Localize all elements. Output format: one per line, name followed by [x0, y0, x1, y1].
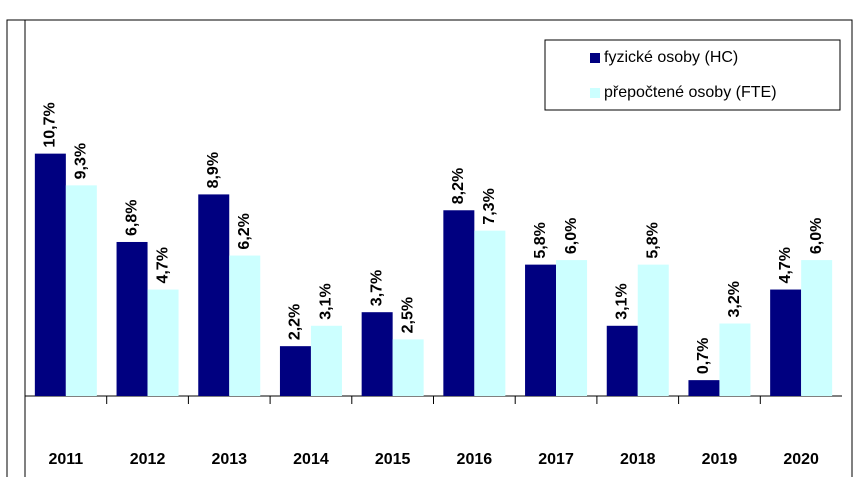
bar: [310, 325, 342, 396]
legend: fyzické osoby (HC) přepočtené osoby (FTE): [544, 39, 841, 111]
data-label: 2,5%: [399, 297, 416, 333]
data-label: 6,2%: [236, 213, 253, 249]
data-label: 4,7%: [154, 247, 171, 283]
legend-label: přepočtené osoby (FTE): [604, 84, 777, 101]
bar: [34, 153, 66, 396]
data-label: 4,7%: [777, 247, 794, 283]
legend-swatch: [590, 88, 600, 98]
bar: [770, 289, 802, 396]
data-label: 6,0%: [808, 218, 825, 254]
bar: [65, 185, 97, 396]
data-label: 8,9%: [205, 152, 222, 188]
x-tick-label: 2018: [620, 451, 656, 468]
bar: [392, 339, 424, 396]
data-label: 5,8%: [532, 222, 549, 258]
data-label: 7,3%: [481, 188, 498, 224]
x-tick-label: 2016: [457, 451, 493, 468]
bar: [556, 260, 588, 396]
legend-label: fyzické osoby (HC): [604, 49, 738, 66]
data-label: 6,0%: [563, 218, 580, 254]
bar: [474, 230, 506, 396]
x-tick-label: 2014: [293, 451, 329, 468]
bar: [147, 289, 179, 396]
bar: [688, 380, 720, 396]
x-tick-label: 2011: [48, 451, 83, 468]
bar: [525, 264, 557, 396]
data-label: 6,8%: [123, 200, 140, 236]
data-label: 8,2%: [450, 168, 467, 204]
bar: [229, 255, 261, 396]
legend-swatch: [590, 53, 600, 63]
data-label: 2,2%: [287, 304, 304, 340]
bar: [116, 241, 148, 396]
data-label: 9,3%: [73, 143, 90, 179]
data-label: 10,7%: [42, 102, 59, 147]
x-tick-label: 2019: [702, 451, 738, 468]
x-tick-label: 2020: [783, 451, 819, 468]
chart-frame: [6, 19, 853, 477]
data-label: 3,2%: [726, 281, 743, 317]
data-label: 3,1%: [318, 283, 335, 319]
x-tick-label: 2015: [375, 451, 411, 468]
data-label: 5,8%: [644, 222, 661, 258]
bar: [801, 260, 833, 396]
bar: [198, 194, 230, 396]
bar: [606, 325, 638, 396]
data-label: 3,7%: [368, 270, 385, 306]
data-label: 3,1%: [613, 283, 630, 319]
bar: [361, 312, 393, 396]
bar: [719, 323, 751, 396]
data-label: 0,7%: [695, 338, 712, 374]
x-tick-label: 2012: [130, 451, 166, 468]
bar: [279, 346, 311, 396]
bar: [443, 210, 475, 396]
bar: [637, 264, 669, 396]
legend-box: [544, 39, 841, 111]
x-tick-label: 2013: [211, 451, 247, 468]
x-tick-label: 2017: [538, 451, 574, 468]
